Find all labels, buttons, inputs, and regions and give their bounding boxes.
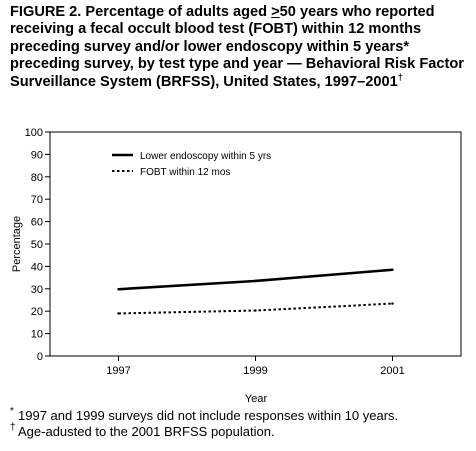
x-tick-label: 2001 [380,365,404,377]
figure-title: FIGURE 2. Percentage of adults aged >50 … [10,4,470,91]
y-tick-label: 60 [31,217,43,229]
y-tick-label: 40 [31,261,43,273]
x-tick-label: 1999 [243,365,267,377]
footnote-2-text: Age-adusted to the 2001 BRFSS population… [18,424,275,439]
footnote-2-mark: † [10,422,16,433]
chart-legend: Lower endoscopy within 5 yrs FOBT within … [112,151,271,178]
title-text-start: FIGURE 2. Percentage of adults aged [10,4,272,20]
footnote-1-mark: * [10,406,14,417]
title-footnote-mark: † [397,71,403,82]
y-tick-label: 70 [31,194,43,206]
data-series [117,268,394,315]
footnote-1-text: 1997 and 1999 surveys did not include re… [18,408,399,423]
y-tick-label: 50 [31,239,43,251]
series-2-point [117,312,120,315]
x-axis-label: Year [245,393,268,405]
series-1-point [391,268,394,271]
title-greater-equal: > [271,4,280,20]
series-2-point [254,309,257,312]
footnote-1: * 1997 and 1999 surveys did not include r… [10,406,470,424]
title-text-end: 50 years who reported receiving a fecal … [10,4,464,90]
footnote-2: † Age-adusted to the 2001 BRFSS populatio… [10,422,470,440]
x-tick-label: 1997 [106,365,130,377]
series-1-point [117,288,120,291]
y-tick-label: 100 [25,127,43,139]
y-tick-label: 10 [31,329,43,341]
y-axis-ticks: 0 10 20 30 40 50 60 70 80 90 100 [25,127,50,363]
series-1-point [254,279,257,283]
series-line-2 [118,302,393,315]
legend-label-1: Lower endoscopy within 5 yrs [140,151,271,162]
y-tick-label: 0 [37,351,43,363]
y-tick-label: 80 [31,172,43,184]
line-chart: 0 10 20 30 40 50 60 70 80 90 100 1997 1999 2001 Lowe… [11,127,462,405]
series-line-1 [118,268,393,291]
y-tick-label: 20 [31,306,43,318]
y-tick-label: 30 [31,284,43,296]
x-axis-ticks: 1997 1999 2001 [106,356,405,377]
legend-label-2: FOBT within 12 mos [140,167,230,178]
y-tick-label: 90 [31,149,43,161]
plot-frame [49,131,462,357]
footnotes: * 1997 and 1999 surveys did not include r… [10,406,470,440]
series-2-point [391,302,394,305]
chart-axes [49,131,462,357]
y-axis-label: Percentage [11,216,23,272]
